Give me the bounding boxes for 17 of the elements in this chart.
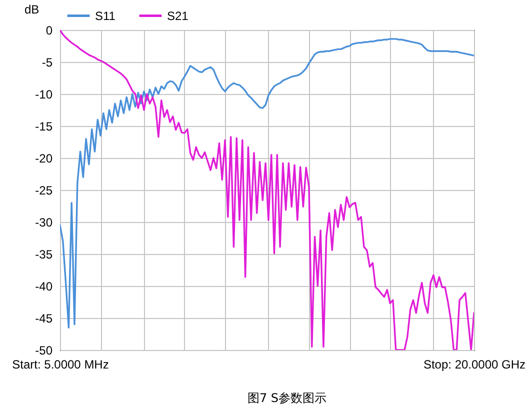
y-tick-label: -5	[42, 56, 53, 70]
y-tick-label: -25	[35, 184, 53, 198]
y-tick-label: -40	[35, 280, 53, 294]
y-tick-label: -10	[35, 88, 53, 102]
legend-label: S21	[167, 8, 189, 23]
caption: 图7 S参数图示	[247, 391, 327, 405]
y-tick-label: -35	[35, 248, 53, 262]
y-tick-label: -45	[35, 312, 53, 326]
x-tick-label: Start: 5.0000 MHz	[12, 358, 109, 372]
y-tick-label: -15	[35, 120, 53, 134]
y-tick-label: -50	[35, 344, 53, 358]
y-tick-label: -30	[35, 216, 53, 230]
y-tick-label: -20	[35, 152, 53, 166]
y-tick-label: 0	[46, 24, 53, 38]
y-axis-title: dB	[24, 2, 40, 16]
legend-label: S11	[95, 8, 116, 23]
x-tick-label: Stop: 20.0000 GHz	[423, 358, 526, 372]
